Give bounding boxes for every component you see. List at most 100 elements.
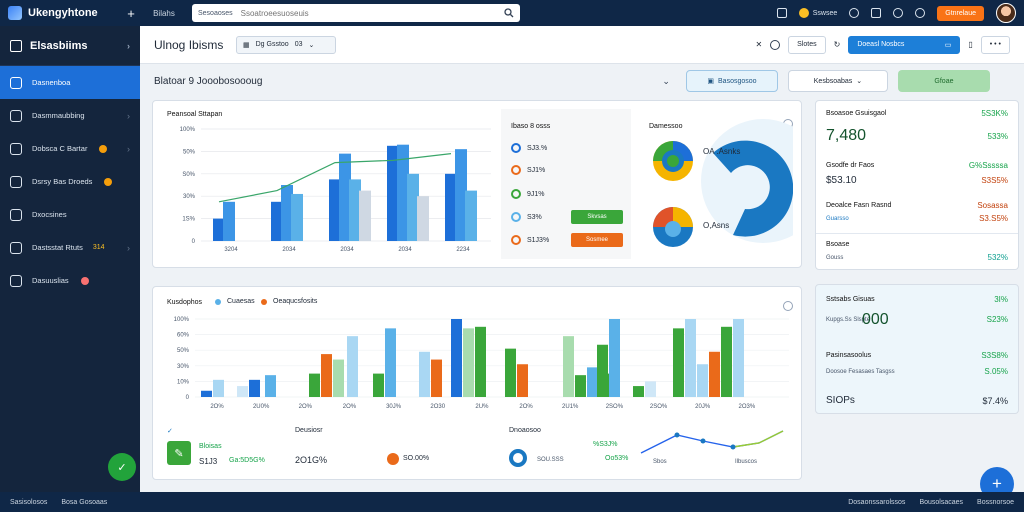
stat-pct: S.05% <box>984 367 1008 376</box>
legend-item[interactable]: S1J3% <box>511 235 549 245</box>
more-button[interactable]: • • • <box>980 35 1010 54</box>
notification-badge <box>80 276 89 285</box>
stat-label: Gsodfe dr Faos <box>826 162 875 169</box>
primary-action-button[interactable]: Doeasl Nosbcs ▭ <box>848 35 961 54</box>
upgrade-button[interactable]: Gtnrelaue <box>937 5 984 21</box>
sidebar-item-label: Dasuuslias <box>32 276 69 285</box>
bar <box>213 379 224 397</box>
calendar-icon <box>10 208 22 221</box>
bar <box>265 375 276 397</box>
bar <box>697 364 708 397</box>
legend-item[interactable]: S3% <box>511 212 542 222</box>
legend-item[interactable]: SJ3.% <box>511 143 547 153</box>
legend-dot <box>261 298 267 305</box>
legend-item[interactable]: SJ1% <box>511 165 545 175</box>
sidebar-item-palette[interactable]: Dsrsy Bas Droeds <box>0 165 140 198</box>
add-icon[interactable]: + <box>127 5 135 21</box>
bar <box>309 373 320 397</box>
stat-pct: 533% <box>987 131 1008 141</box>
donut-charts <box>653 119 793 247</box>
status-left[interactable]: Sasisolosos <box>10 498 48 506</box>
legend-label: SJ3.% <box>527 144 548 152</box>
status-right[interactable]: Dosaonssarolssos <box>848 498 906 506</box>
logo-icon <box>8 6 22 20</box>
date-label: Dg Gsstoo <box>255 41 289 48</box>
sidebar-item-dashboard[interactable]: Dasnenboa <box>0 66 140 99</box>
stat-pct: %S3J% <box>593 441 618 448</box>
sidebar-item-pen[interactable]: Dobsca C Bartar › <box>0 132 140 165</box>
search-input[interactable] <box>240 8 496 18</box>
bar <box>419 351 430 397</box>
check-fab-button[interactable]: ✓ <box>108 453 136 481</box>
sidebar-header[interactable]: Elsasbiims › <box>0 26 140 66</box>
legend-item[interactable]: 9J1% <box>511 189 545 199</box>
help-icon[interactable] <box>915 8 926 18</box>
status-right[interactable]: Bousolsacaes <box>919 498 964 506</box>
stat-block: ✓ ✎ Bloisas S1J3 Ga:5D5G% <box>167 427 297 471</box>
legend-dot <box>511 212 521 222</box>
bar <box>445 173 457 241</box>
calendar-icon: ▦ <box>243 41 250 49</box>
stat-block: Deusiosr 2O1G% SO.00% <box>295 427 465 471</box>
stat-label: Sstsabs Gisuas <box>826 296 875 303</box>
chevron-down-icon[interactable]: ⌄ <box>662 75 670 86</box>
sidebar: Elsasbiims › Dasnenboa Dasmmaubbing › Do… <box>0 26 140 492</box>
status-left-2[interactable]: Bosa Gosoaas <box>61 498 108 506</box>
date-select[interactable]: ▦ Dg Gsstoo 03 ⌄ <box>236 35 336 54</box>
x-tick-label: 2234 <box>456 247 470 253</box>
sidebar-item-layers[interactable]: Dasmmaubbing › <box>0 99 140 132</box>
bar <box>237 386 248 397</box>
y-tick-label: 30% <box>177 364 190 370</box>
bar <box>597 344 608 397</box>
legend-label: S3% <box>527 213 542 221</box>
stat-pct: S3.S5% <box>979 214 1008 223</box>
search-bar[interactable]: Sesoaoses <box>192 4 520 22</box>
green-button[interactable]: Gfoae <box>897 70 990 92</box>
bar <box>505 348 516 397</box>
chevron-down-icon: ⌄ <box>856 78 863 85</box>
app-logo[interactable]: Ukengyhtone <box>0 6 122 20</box>
legend-dot <box>511 189 521 199</box>
folder-icon <box>10 274 22 287</box>
bar <box>721 326 732 397</box>
phone-icon[interactable]: ▯ <box>968 40 973 49</box>
top-nav-link[interactable]: Bilahs <box>153 8 175 18</box>
bar <box>249 379 260 397</box>
x-tick-label: 20J% <box>695 404 711 410</box>
sidebar-item-calendar[interactable]: Dxocsines <box>0 198 140 231</box>
outline-button[interactable]: ▣ Basosgosoo <box>685 70 778 92</box>
trend-point <box>674 432 680 438</box>
stat-row: Gouss 532% <box>826 253 1008 262</box>
stat-block: Dnoaosoo SOU.SSS %S3J% Oo53% <box>509 427 639 471</box>
sidebar-item-tools[interactable]: Dastsstat Rtuts 314 › <box>0 231 140 264</box>
y-tick-label: 60% <box>177 333 190 339</box>
message-icon[interactable] <box>776 8 787 18</box>
clipboard-icon[interactable] <box>871 8 882 18</box>
pin-icon[interactable]: ✕ <box>755 40 763 49</box>
stat-sub: Doosoe Fesasaes Tasgss <box>826 368 895 375</box>
bar <box>347 336 358 397</box>
bar <box>349 179 361 241</box>
sidebar-item-folder[interactable]: Dasuuslias <box>0 264 140 297</box>
top-bar: Ukengyhtone + Bilahs Sesoaoses Sswsee Gt… <box>0 0 1024 26</box>
legend-item[interactable]: Cuaesas <box>215 298 255 305</box>
refresh-icon[interactable] <box>783 301 793 311</box>
legend-item[interactable]: Oeaqucsfosits <box>261 298 317 305</box>
settings-icon[interactable] <box>893 8 904 18</box>
top-user[interactable]: Sswsee <box>798 8 837 18</box>
avatar[interactable] <box>996 3 1016 23</box>
y-tick-label: S0% <box>182 172 195 178</box>
bar <box>321 354 332 397</box>
sidebar-item-label: Dsrsy Bas Droeds <box>32 177 93 186</box>
app-name: Ukengyhtone <box>28 7 98 19</box>
clock-icon[interactable] <box>770 39 781 50</box>
share-button[interactable]: Slotes <box>788 35 826 54</box>
legend-label: Cuaesas <box>227 298 255 305</box>
status-right[interactable]: Bossnorsoe <box>977 498 1014 506</box>
bell-icon[interactable] <box>849 8 860 18</box>
dropdown-button[interactable]: Kesbsoabas ⌄ <box>787 70 888 92</box>
link-icon[interactable]: ↻ <box>833 40 841 49</box>
search-chip[interactable]: Sesoaoses <box>198 9 233 17</box>
search-icon[interactable] <box>504 8 514 18</box>
bar <box>475 326 486 397</box>
